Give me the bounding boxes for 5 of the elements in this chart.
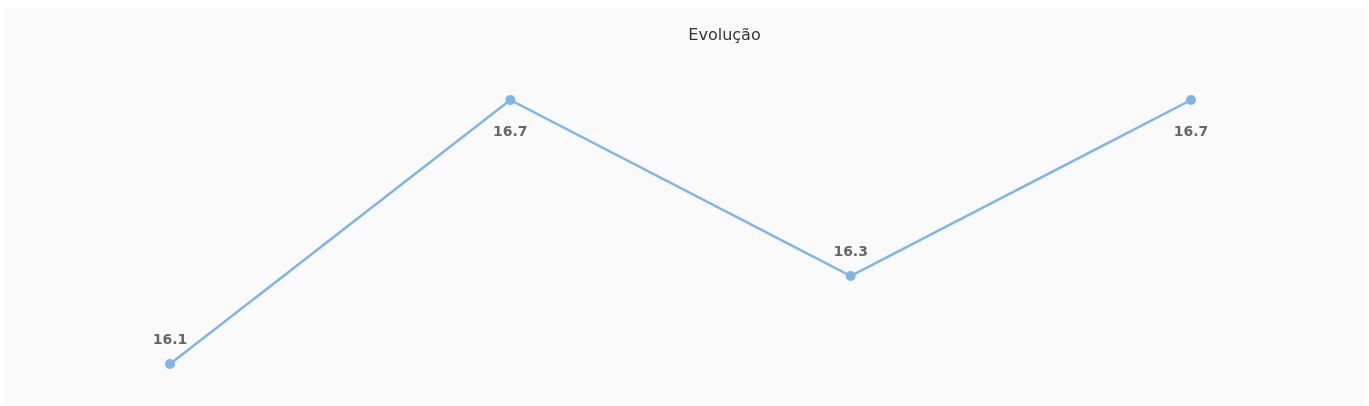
data-label: 16.7 [1173,123,1209,139]
data-label: 16.1 [152,331,188,347]
data-label: 16.3 [833,243,868,259]
data-label: 16.7 [493,123,528,139]
chart-title: Evolução [688,25,761,44]
